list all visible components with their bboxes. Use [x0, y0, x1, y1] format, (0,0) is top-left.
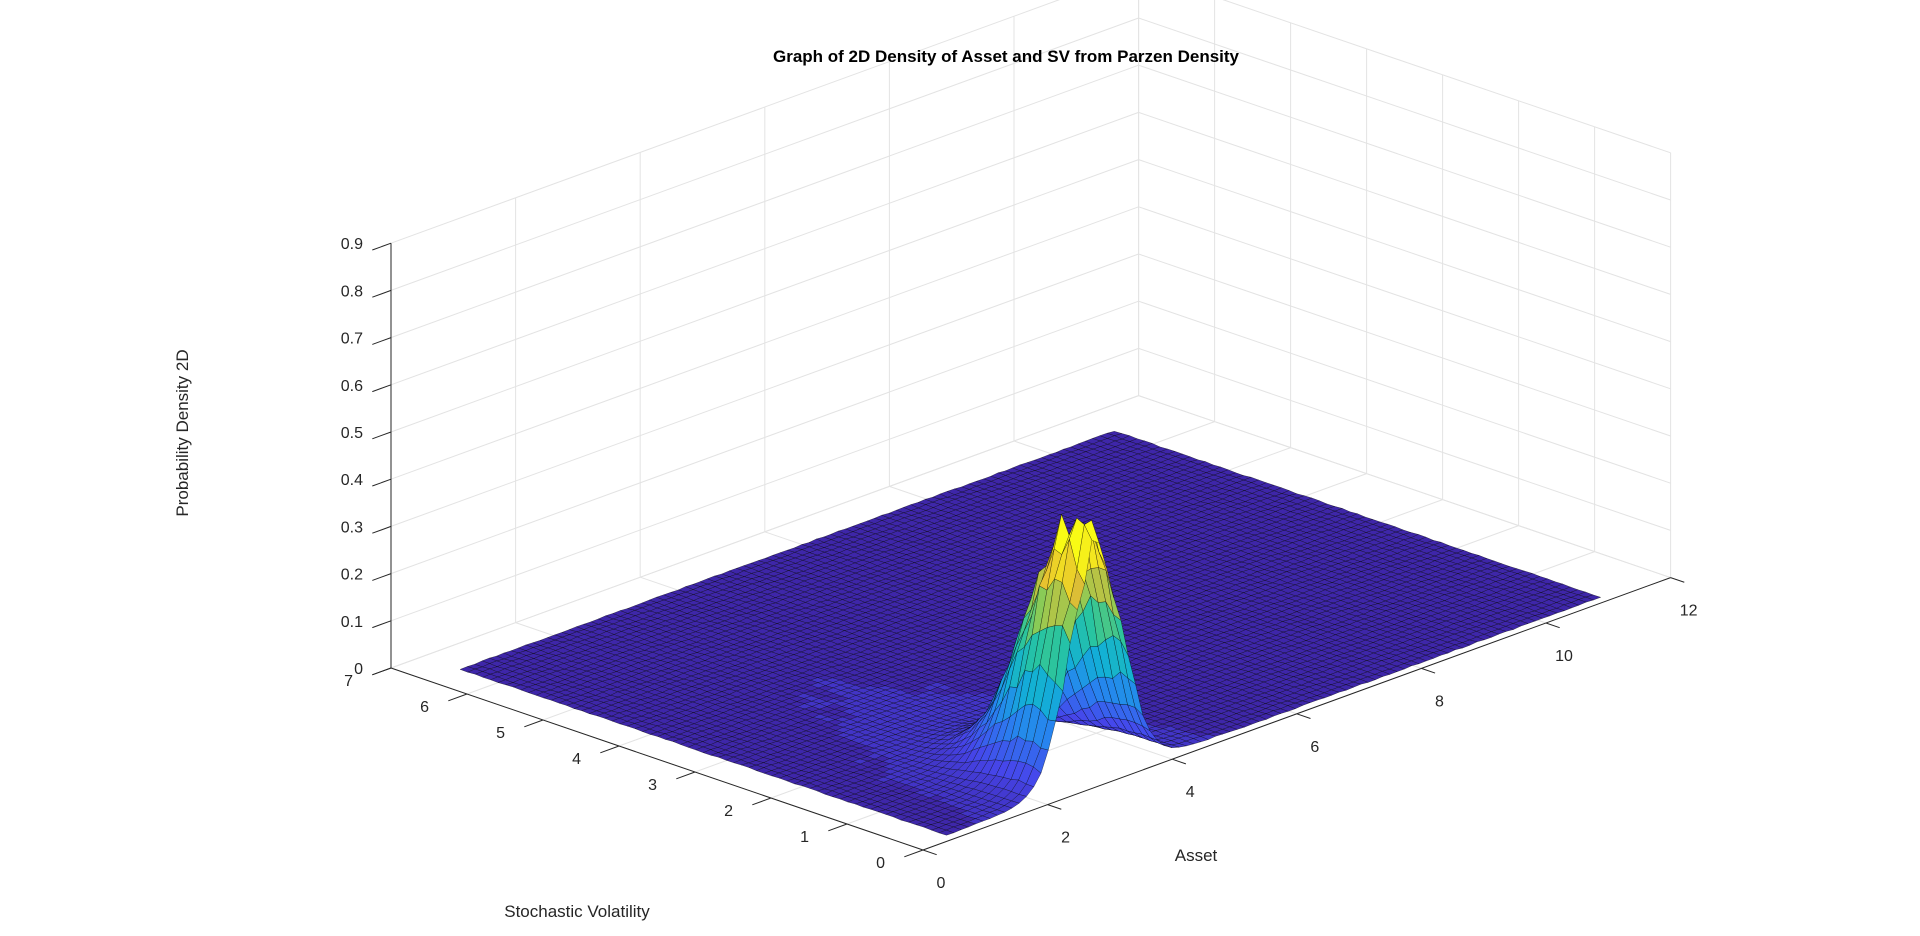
- z-tick-mark: [372, 431, 392, 440]
- grid-line: [390, 253, 1139, 527]
- z-tick-mark: [372, 667, 392, 676]
- grid-line: [390, 395, 1139, 669]
- x-tick-mark: [1296, 713, 1311, 719]
- axes: [372, 242, 1685, 858]
- grid-line: [1222, 0, 1671, 154]
- density-surface: [459, 431, 1602, 836]
- y-tick-mark: [676, 771, 696, 780]
- grid-line: [1138, 17, 1671, 201]
- grid-line: [1138, 253, 1671, 437]
- y-tick-mark: [828, 823, 848, 832]
- z-tick-mark: [372, 525, 392, 534]
- z-tick-mark: [372, 384, 392, 393]
- y-axis-line: [390, 667, 924, 851]
- y-tick-mark: [448, 693, 468, 702]
- y-tick-mark: [600, 745, 620, 754]
- x-tick-mark: [1670, 577, 1685, 583]
- x-tick-mark: [1047, 804, 1062, 810]
- z-tick-mark: [372, 620, 392, 629]
- x-tick-mark: [1545, 622, 1560, 629]
- y-tick-mark: [752, 797, 772, 806]
- grid-line: [390, 206, 1139, 480]
- grid-line: [1138, 395, 1671, 579]
- y-tick-mark: [904, 849, 924, 858]
- grid-line: [1138, 347, 1671, 531]
- grid-line: [390, 159, 1139, 433]
- z-tick-mark: [372, 573, 392, 581]
- grid-line: [390, 17, 1139, 291]
- grid-line: [390, 111, 1139, 386]
- grid-line: [1138, 206, 1671, 390]
- x-tick-mark: [922, 849, 937, 856]
- grid-line: [1138, 64, 1671, 248]
- grid-line: [390, 300, 1139, 575]
- z-tick-mark: [372, 289, 392, 298]
- z-tick-mark: [372, 242, 392, 251]
- grid-line: [390, 0, 1060, 244]
- x-tick-mark: [1172, 758, 1187, 765]
- y-tick-mark: [524, 719, 544, 728]
- grid-line: [390, 64, 1139, 339]
- z-tick-mark: [372, 337, 392, 345]
- grid-line: [1138, 111, 1671, 295]
- grid-line: [390, 347, 1139, 622]
- z-tick-mark: [372, 478, 392, 487]
- grid-line: [1138, 159, 1671, 343]
- x-tick-mark: [1421, 667, 1436, 674]
- grid-line: [1138, 300, 1671, 484]
